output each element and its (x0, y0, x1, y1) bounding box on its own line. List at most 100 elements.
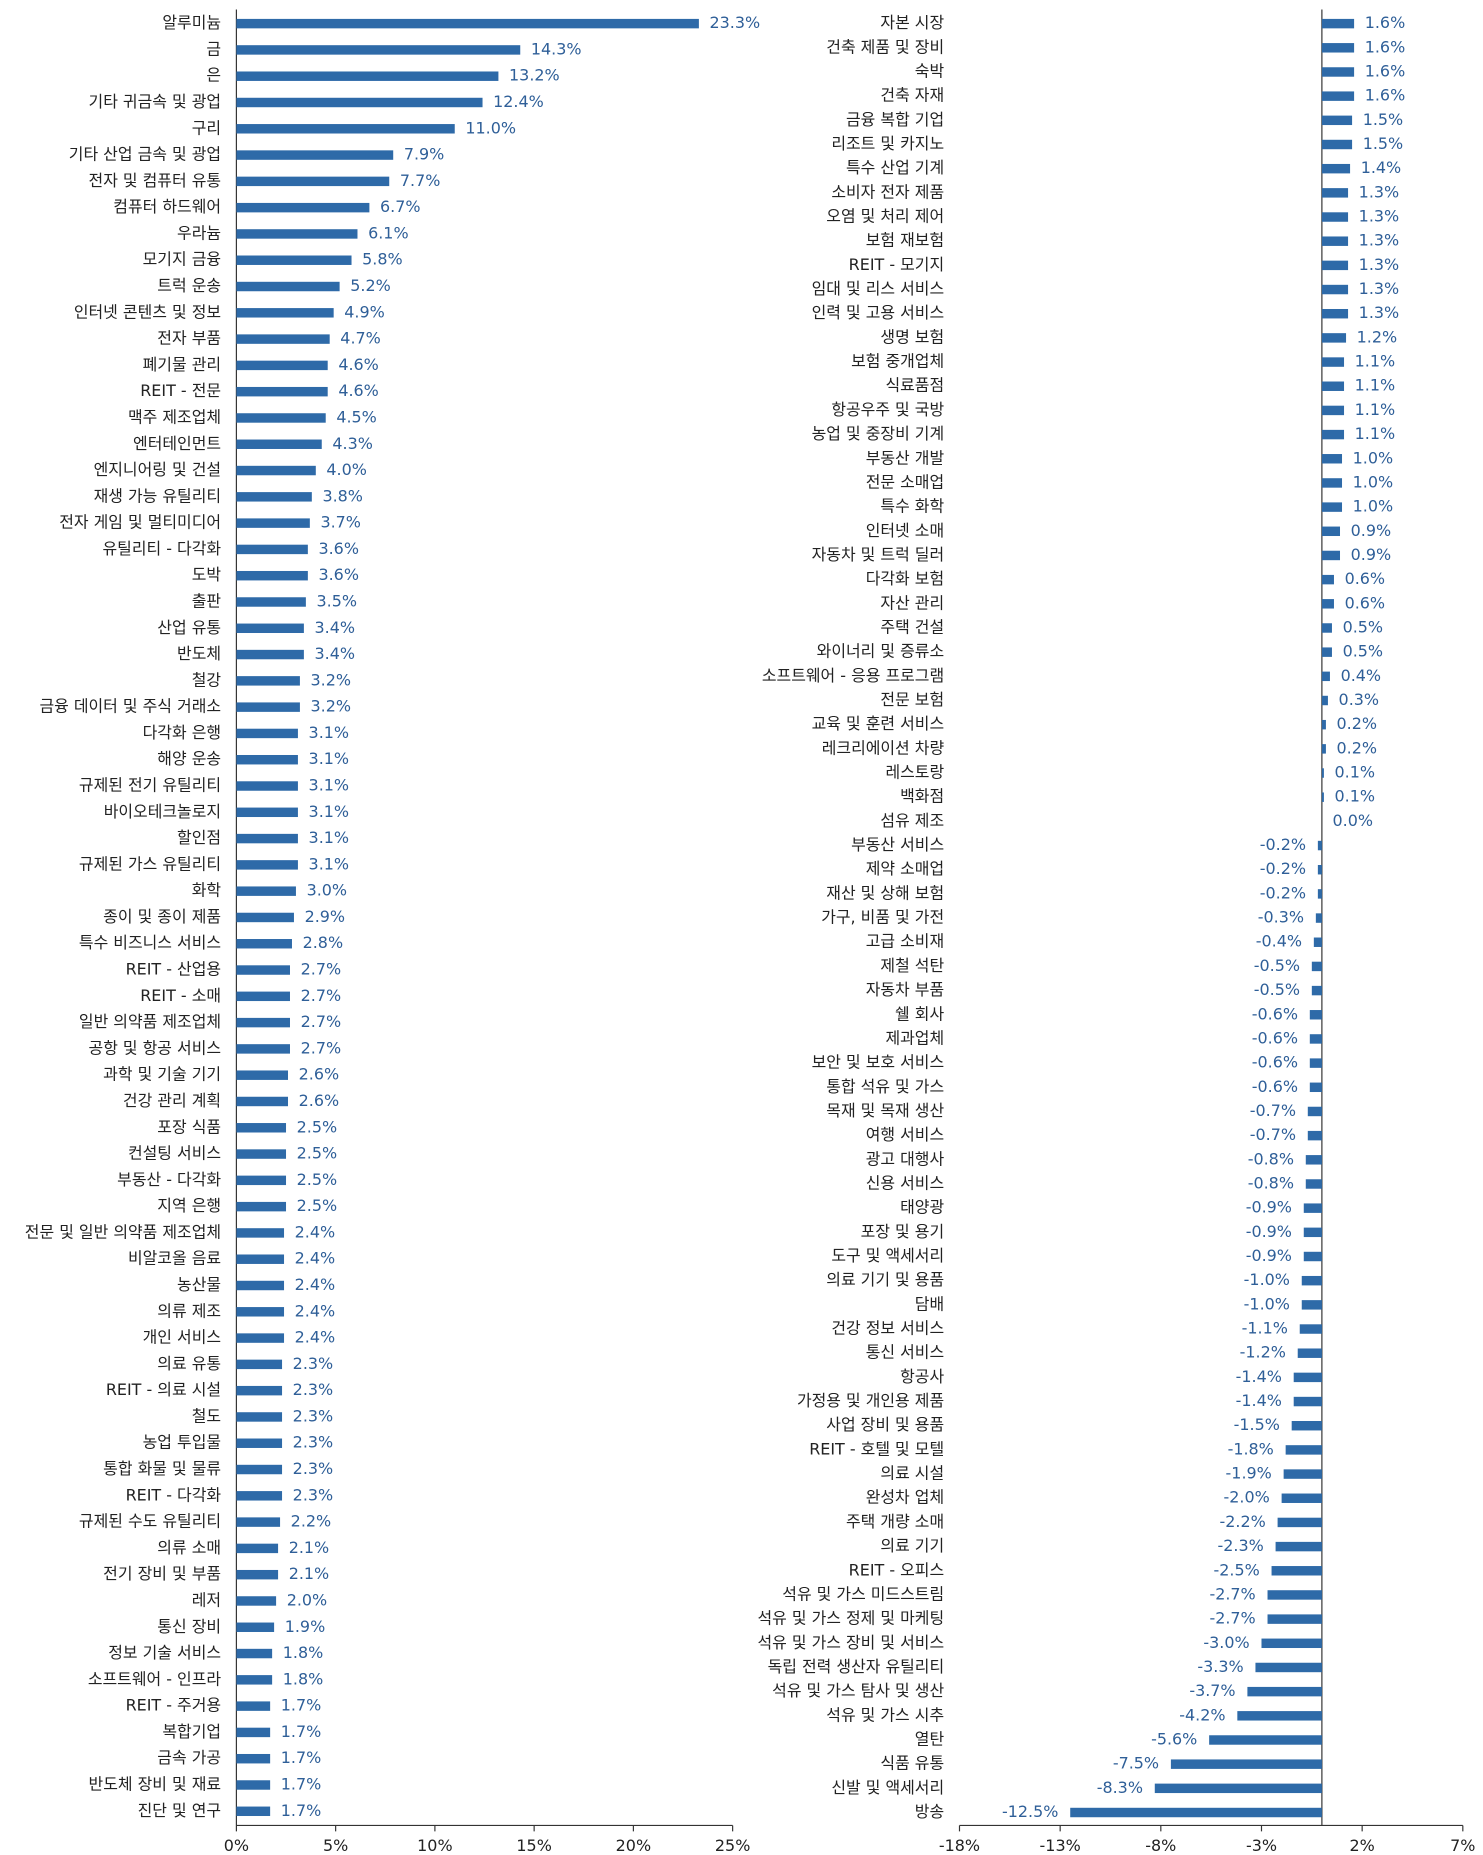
bar (236, 1491, 283, 1501)
bar (236, 1806, 271, 1817)
value-label: -0.6% (1252, 1028, 1298, 1047)
category-label: 컴퓨터 하드웨어 (113, 197, 221, 216)
value-label: 2.4% (295, 1249, 336, 1268)
category-label: 엔터테인먼트 (133, 434, 221, 453)
bar (1305, 1179, 1322, 1189)
x-tick-label: 7% (1450, 1836, 1475, 1855)
bar (1299, 1324, 1322, 1334)
category-label: 컨설팅 서비스 (128, 1144, 221, 1163)
x-tick-label: -3% (1246, 1836, 1277, 1855)
category-label: REIT - 의료 시설 (106, 1380, 221, 1399)
value-label: 1.1% (1355, 376, 1396, 395)
category-label: 철강 (192, 670, 222, 689)
bar (1311, 961, 1322, 972)
bar (1283, 1469, 1322, 1479)
bar (236, 492, 312, 502)
value-label: 3.7% (320, 513, 360, 532)
category-label: REIT - 다각화 (126, 1485, 222, 1504)
bar (236, 1438, 283, 1448)
category-label: 농산물 (177, 1275, 221, 1294)
bar (236, 1464, 283, 1475)
bar (236, 623, 304, 634)
value-label: 3.2% (311, 697, 351, 716)
value-label: -0.7% (1250, 1125, 1296, 1144)
value-label: 3.2% (311, 670, 351, 689)
category-label: 의료 유통 (157, 1354, 221, 1373)
bar (236, 229, 358, 239)
bar (236, 1648, 273, 1659)
category-label: 제약 소매업 (866, 859, 944, 878)
value-label: -1.8% (1228, 1439, 1274, 1458)
category-label: 광고 대행사 (866, 1149, 945, 1168)
category-label: 석유 및 가스 정제 및 마케팅 (758, 1609, 945, 1628)
value-label: 5.8% (362, 250, 402, 269)
bar (236, 781, 298, 791)
value-label: 7.7% (400, 171, 441, 190)
bar (236, 1096, 289, 1107)
bar (1321, 574, 1334, 585)
value-label: 2.3% (293, 1459, 333, 1478)
value-label: 1.7% (281, 1696, 321, 1715)
category-label: 진단 및 연구 (138, 1801, 221, 1820)
category-label: 트럭 운송 (157, 276, 221, 295)
value-label: 3.1% (309, 828, 350, 847)
bar (236, 1543, 279, 1554)
bar (236, 1070, 289, 1080)
category-label: 자동차 부품 (866, 980, 944, 999)
category-label: 의료 기기 (880, 1536, 944, 1555)
value-label: -2.7% (1209, 1609, 1255, 1628)
category-label: 맥주 제조업체 (128, 407, 221, 426)
value-label: 0.5% (1343, 642, 1384, 661)
category-label: 섬유 제조 (880, 811, 944, 830)
category-label: 주택 개량 소매 (846, 1512, 944, 1531)
bar (236, 439, 322, 449)
bar (1321, 139, 1353, 150)
bar (1309, 1034, 1322, 1044)
value-label: -1.4% (1236, 1391, 1282, 1410)
bar (236, 124, 455, 134)
value-label: 3.6% (318, 565, 358, 584)
value-label: -1.2% (1240, 1343, 1286, 1362)
bar (1291, 1421, 1322, 1431)
bar (1321, 284, 1349, 295)
bar (1301, 1275, 1322, 1286)
value-label: -3.3% (1197, 1657, 1243, 1676)
bar (1313, 937, 1322, 947)
category-label: 쉘 회사 (895, 1004, 944, 1023)
value-label: 2.1% (289, 1564, 330, 1583)
value-label: 2.6% (299, 1065, 340, 1084)
value-label: 13.2% (509, 66, 560, 85)
bar (1301, 1300, 1322, 1310)
value-label: -0.9% (1246, 1222, 1292, 1241)
category-label: 우라늄 (177, 223, 221, 242)
bar (1309, 1058, 1322, 1068)
bar (236, 1517, 281, 1527)
value-label: 4.9% (344, 302, 385, 321)
value-label: 2.7% (301, 986, 341, 1005)
category-label: REIT - 오피스 (849, 1560, 944, 1579)
value-label: 1.6% (1365, 86, 1406, 105)
bar (236, 886, 296, 896)
category-label: 태양광 (900, 1198, 944, 1217)
bar (1321, 526, 1341, 537)
bar (1247, 1686, 1322, 1697)
bar (236, 860, 298, 870)
value-label: 2.3% (293, 1380, 333, 1399)
category-label: 레저 (192, 1590, 221, 1609)
bar (236, 965, 290, 975)
bar (236, 1201, 287, 1212)
category-label: 레스토랑 (885, 763, 944, 782)
bar (1285, 1445, 1322, 1455)
value-label: 4.6% (338, 381, 379, 400)
value-label: 1.0% (1353, 497, 1394, 516)
bar (1321, 550, 1341, 561)
value-label: -3.0% (1203, 1633, 1249, 1652)
value-label: -5.6% (1151, 1729, 1197, 1748)
value-label: 4.6% (338, 355, 379, 374)
bar (236, 1280, 285, 1291)
value-label: 2.5% (297, 1170, 338, 1189)
value-label: 1.6% (1365, 37, 1406, 56)
category-label: 기타 산업 금속 및 광업 (69, 145, 221, 164)
value-label: 3.4% (315, 644, 356, 663)
